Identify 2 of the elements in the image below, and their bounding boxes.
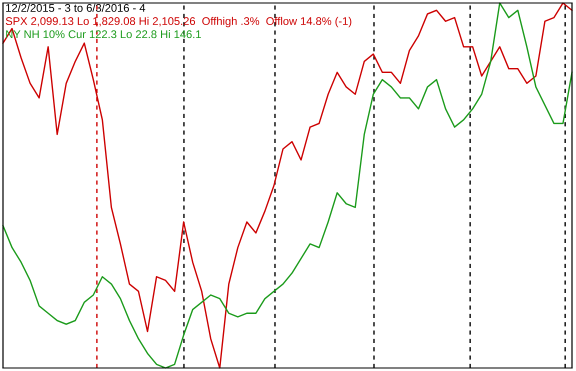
- chart-title: 12/2/2015 - 3 to 6/3/2016 - 4: [6, 4, 146, 12]
- series-label: SPX 2,099.13 Lo 1,829.08 Hi 2,105.26 Offhigh .3% Offlow 14.8% (-1): [6, 16, 352, 28]
